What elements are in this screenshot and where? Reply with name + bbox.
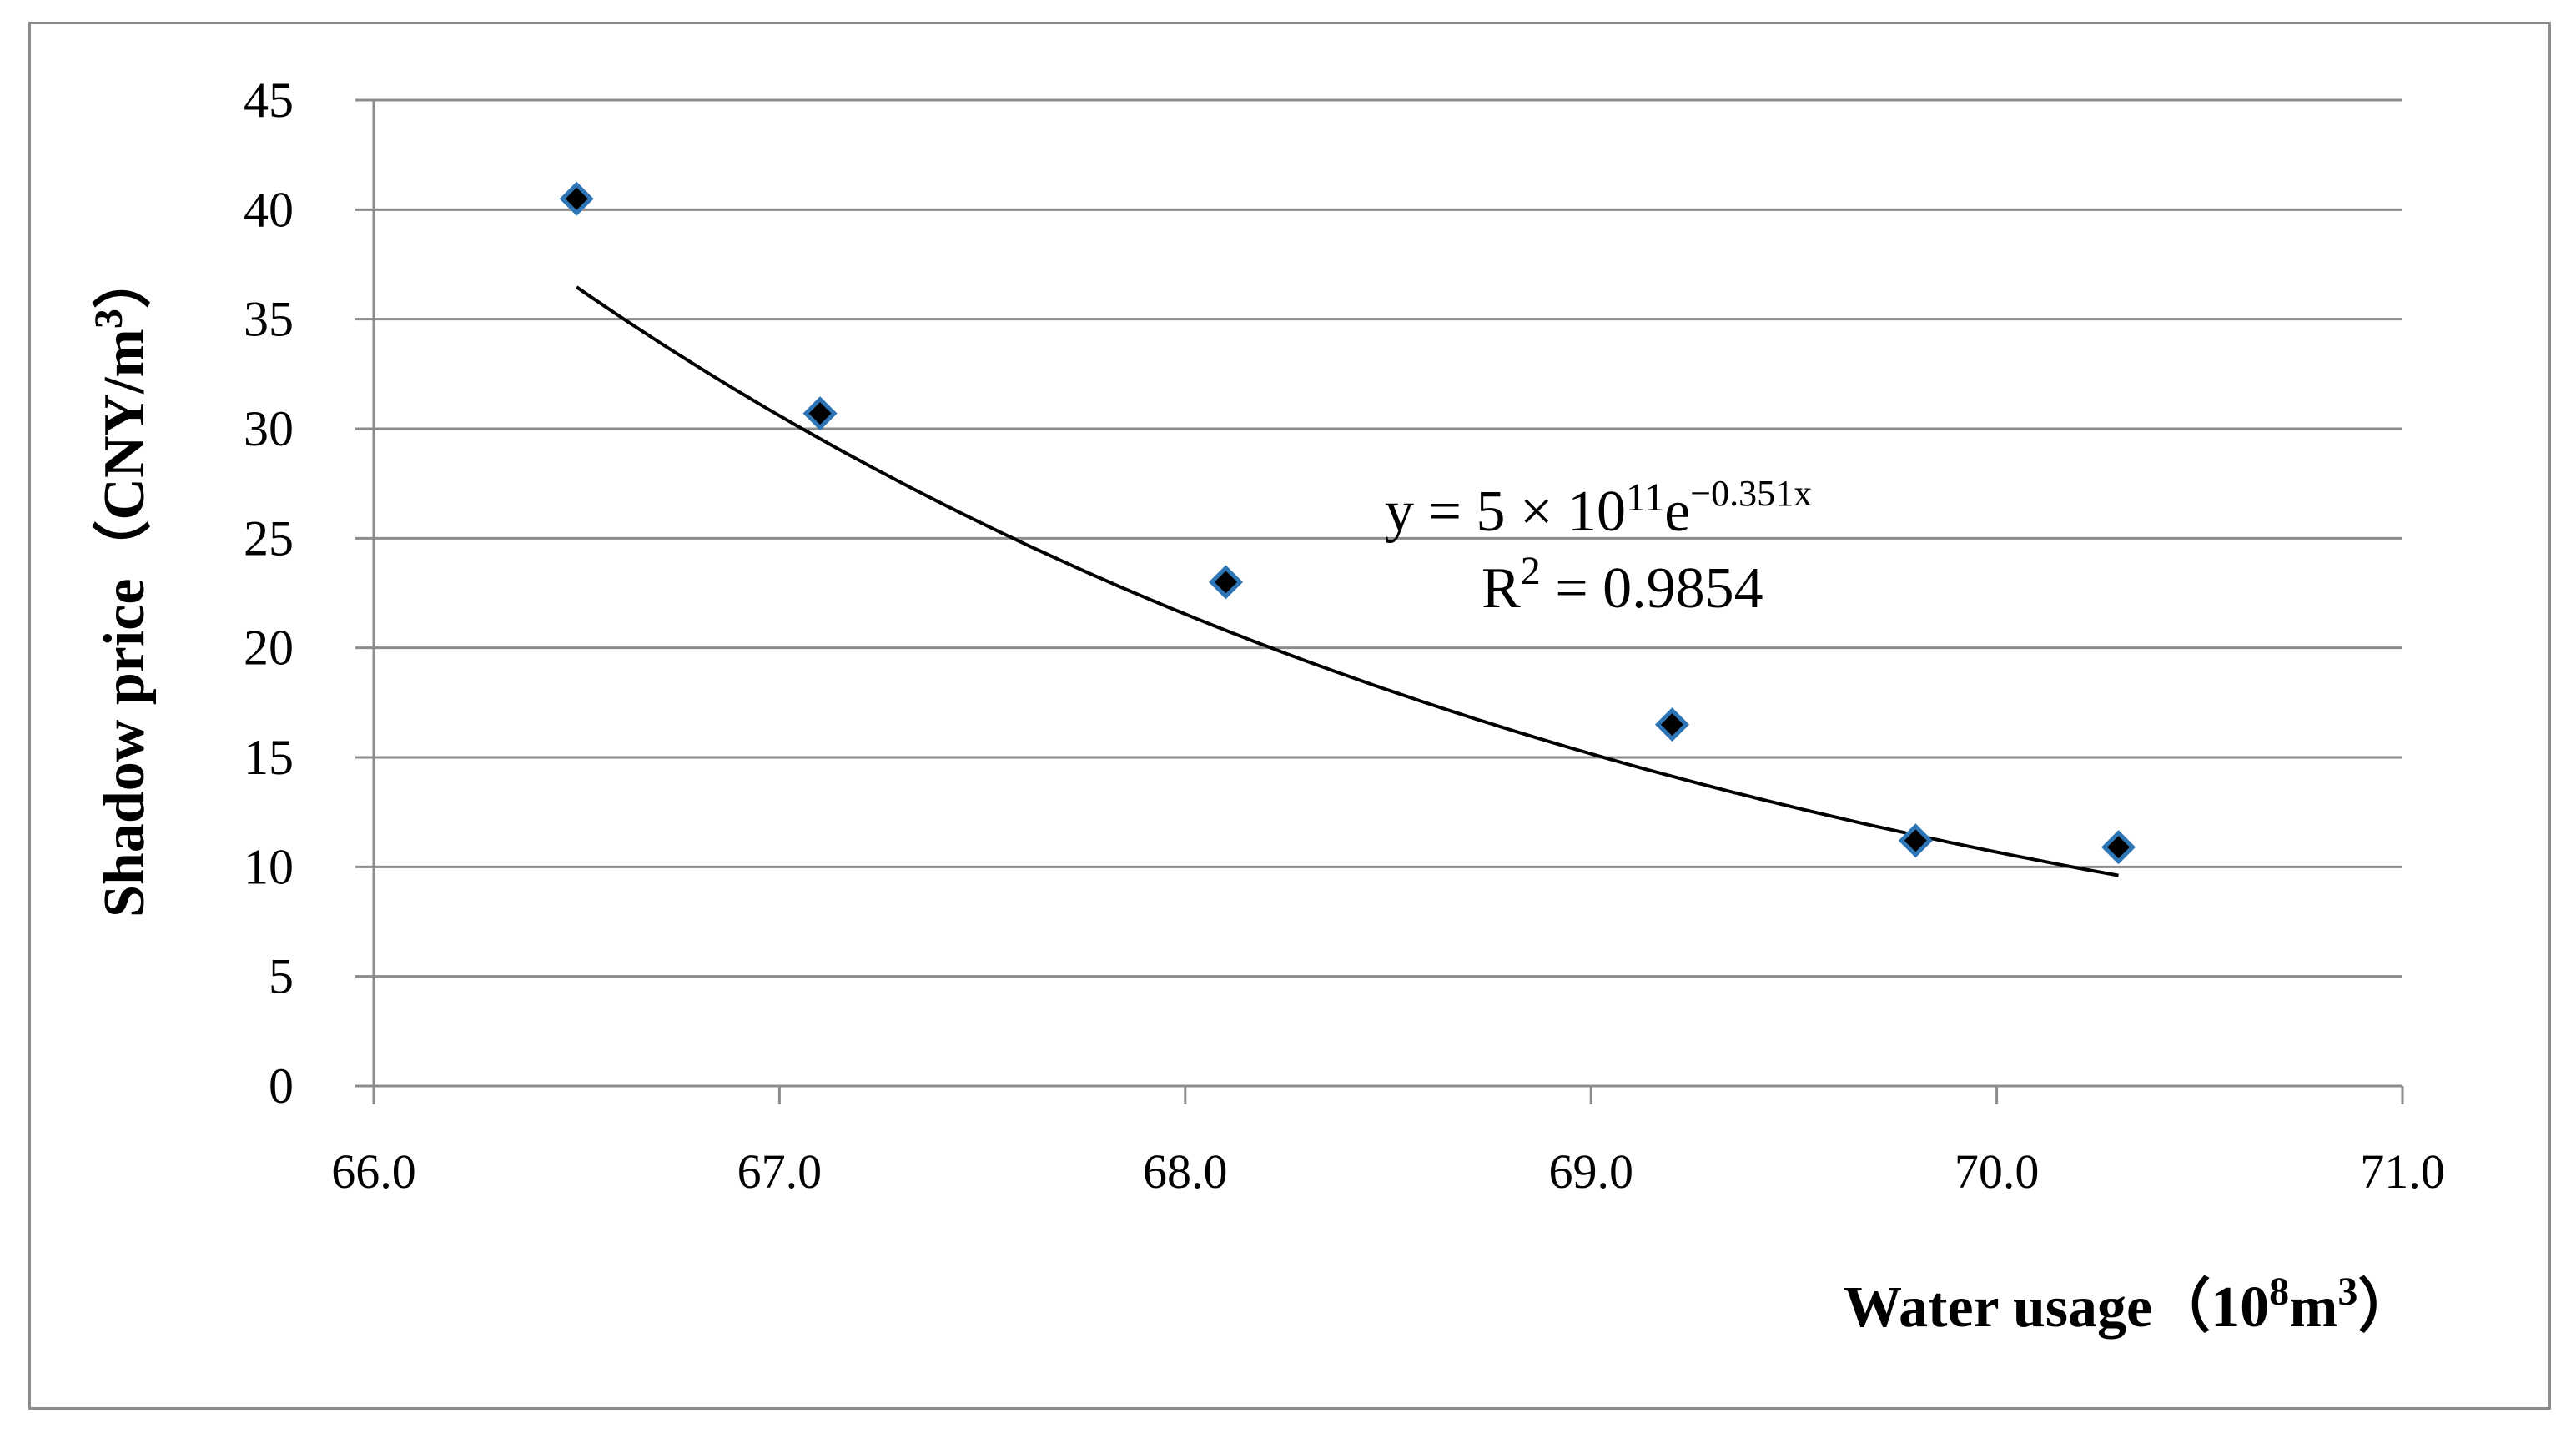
y-tick-label: 0: [269, 1058, 294, 1114]
gridlines: [374, 98, 2402, 978]
y-tick-label: 35: [244, 292, 294, 347]
data-point: [802, 396, 838, 431]
data-point: [1898, 823, 1933, 858]
x-tick-label: 69.0: [1548, 1144, 1633, 1199]
y-tick-label: 40: [244, 182, 294, 237]
chart-frame: [28, 22, 2551, 1410]
data-point: [1654, 707, 1690, 742]
y-tick-label: 30: [244, 401, 294, 456]
y-tick-label: 20: [244, 621, 294, 676]
data-points: [559, 181, 2136, 865]
r-squared: R2 = 0.9854: [1482, 549, 1763, 621]
x-axis-title: Water usage（108m3）: [1844, 1270, 2416, 1340]
trendline: [576, 285, 2119, 877]
x-tick-label: 71.0: [2360, 1144, 2445, 1199]
x-ticks: 66.0 67.0 68.0 69.0 70.0 71.0: [331, 1086, 2445, 1199]
x-tick-label: 68.0: [1143, 1144, 1228, 1199]
trend-equation: y = 5 × 1011e−0.351x: [1385, 473, 1812, 544]
x-tick-label: 70.0: [1955, 1144, 2040, 1199]
y-tick-label: 45: [244, 73, 294, 128]
data-point: [1208, 565, 1243, 600]
x-tick-label: 66.0: [331, 1144, 416, 1199]
y-ticks: 0 5 10 15 20 25 30 35 40 45: [244, 73, 374, 1114]
y-axis-title: Shadow price（CNY/m3）: [87, 250, 157, 918]
data-point: [559, 181, 594, 216]
y-tick-label: 5: [269, 949, 294, 1004]
data-point: [2101, 830, 2136, 865]
axes: [372, 100, 2402, 1088]
y-tick-label: 15: [244, 730, 294, 785]
y-tick-label: 10: [244, 839, 294, 894]
x-tick-label: 67.0: [737, 1144, 823, 1199]
y-tick-label: 25: [244, 510, 294, 566]
